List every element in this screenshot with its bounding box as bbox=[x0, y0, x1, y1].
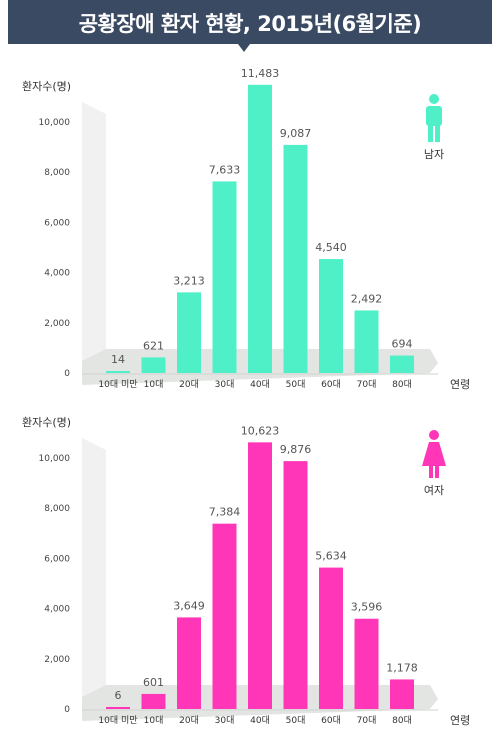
y-tick-label: 2,000 bbox=[44, 319, 70, 329]
icon-leg bbox=[435, 124, 440, 142]
data-label: 10,623 bbox=[241, 424, 280, 437]
data-label: 9,087 bbox=[280, 127, 312, 140]
icon-dress bbox=[422, 442, 446, 466]
x-tick-label: 40대 bbox=[250, 379, 270, 390]
x-tick-label: 80대 bbox=[392, 715, 412, 726]
bar bbox=[319, 259, 343, 373]
bar bbox=[177, 617, 201, 709]
y-tick-label: 4,000 bbox=[44, 269, 70, 279]
icon-leg bbox=[435, 465, 439, 478]
bar bbox=[390, 679, 414, 709]
chart-wall bbox=[82, 102, 106, 385]
x-tick-label: 50대 bbox=[286, 715, 306, 726]
icon-head bbox=[429, 430, 439, 440]
y-tick-label: 0 bbox=[64, 369, 70, 379]
bar bbox=[248, 84, 272, 373]
title-banner bbox=[8, 0, 492, 52]
x-tick-label: 50대 bbox=[286, 379, 306, 390]
data-label: 3,596 bbox=[351, 601, 383, 614]
y-tick-label: 0 bbox=[64, 705, 70, 715]
data-label: 7,633 bbox=[209, 163, 241, 176]
x-tick-label: 40대 bbox=[250, 715, 270, 726]
y-axis-label: 환자수(명) bbox=[22, 80, 71, 93]
bar bbox=[319, 567, 343, 709]
y-tick-label: 2,000 bbox=[44, 655, 70, 665]
y-tick-label: 10,000 bbox=[39, 454, 71, 464]
x-tick-label: 20대 bbox=[179, 379, 199, 390]
y-axis-label: 환자수(명) bbox=[22, 416, 71, 429]
icon-head bbox=[429, 94, 439, 104]
chart-wall bbox=[82, 438, 106, 721]
x-tick-label: 30대 bbox=[215, 379, 235, 390]
male-icon bbox=[426, 94, 442, 142]
y-tick-label: 8,000 bbox=[44, 504, 70, 514]
female-chart: 환자수(명) 0 2,000 4,000 6,000 8,000 10,000 6 10대 미만… bbox=[22, 416, 470, 727]
x-tick-label: 60대 bbox=[321, 379, 341, 390]
data-label: 1,178 bbox=[386, 661, 418, 674]
bar bbox=[141, 357, 166, 373]
male-chart: 환자수(명) 0 2,000 4,000 6,000 8,000 10,000 14 10대 미… bbox=[22, 67, 470, 391]
female-icon bbox=[422, 430, 446, 478]
bar bbox=[283, 461, 308, 709]
page-title: 공황장애 환자 현황, 2015년(6월기준) bbox=[78, 12, 422, 36]
data-label: 11,483 bbox=[241, 67, 280, 80]
data-label: 601 bbox=[143, 676, 164, 689]
x-tick-label: 10대 bbox=[144, 715, 164, 726]
x-tick-label: 60대 bbox=[321, 715, 341, 726]
y-tick-label: 8,000 bbox=[44, 168, 70, 178]
x-tick-label: 30대 bbox=[215, 715, 235, 726]
y-tick-label: 10,000 bbox=[39, 118, 71, 128]
bar bbox=[212, 181, 237, 373]
x-axis-label: 연령 bbox=[450, 714, 470, 727]
data-label: 14 bbox=[111, 353, 125, 366]
x-tick-label: 70대 bbox=[357, 379, 377, 390]
x-tick-label: 10대 bbox=[144, 379, 164, 390]
data-label: 4,540 bbox=[315, 241, 347, 254]
x-tick-label: 10대 미만 bbox=[98, 379, 137, 390]
data-label: 9,876 bbox=[280, 443, 312, 456]
bar bbox=[106, 371, 130, 373]
bar bbox=[248, 442, 272, 709]
data-label: 3,649 bbox=[173, 599, 205, 612]
bar bbox=[354, 310, 379, 373]
bar bbox=[177, 292, 201, 373]
icon-leg bbox=[428, 124, 433, 142]
data-label: 6 bbox=[115, 689, 122, 702]
data-label: 3,213 bbox=[173, 274, 205, 287]
series-label: 남자 bbox=[424, 148, 444, 161]
x-tick-label: 70대 bbox=[357, 715, 377, 726]
y-tick-label: 6,000 bbox=[44, 218, 70, 228]
x-tick-label: 10대 미만 bbox=[98, 715, 137, 726]
data-label: 5,634 bbox=[315, 550, 347, 563]
y-tick-label: 6,000 bbox=[44, 554, 70, 564]
y-tick-label: 4,000 bbox=[44, 605, 70, 615]
icon-leg bbox=[429, 465, 433, 478]
data-label: 621 bbox=[143, 339, 164, 352]
bar bbox=[390, 355, 414, 373]
data-label: 7,384 bbox=[209, 506, 241, 519]
bar bbox=[354, 618, 379, 709]
x-tick-label: 20대 bbox=[179, 715, 199, 726]
series-label: 여자 bbox=[424, 484, 444, 497]
x-axis-label: 연령 bbox=[450, 378, 470, 391]
bar bbox=[141, 693, 166, 709]
data-label: 694 bbox=[392, 338, 413, 351]
x-tick-label: 80대 bbox=[392, 379, 412, 390]
bar bbox=[106, 707, 130, 709]
data-label: 2,492 bbox=[351, 292, 383, 305]
bar bbox=[283, 144, 308, 373]
icon-body bbox=[426, 106, 442, 126]
bar bbox=[212, 523, 237, 709]
